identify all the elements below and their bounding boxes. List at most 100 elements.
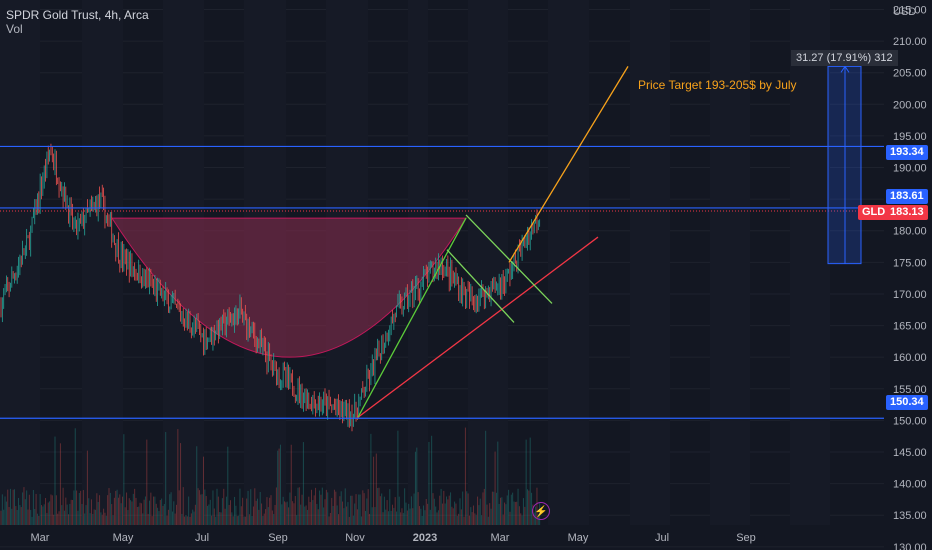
volume-bar [458,513,460,525]
volume-bar [437,510,439,525]
volume-bar [57,513,59,525]
volume-bar [460,509,462,525]
volume-bar [520,513,522,525]
volume-bar [238,515,240,525]
volume-bar [282,496,284,525]
time-axis[interactable]: Mar May Jul Sep Nov 2023 Mar May Jul Sep [31,532,756,544]
volume-bar [201,494,203,525]
volume-bar [342,501,344,525]
volume-bar [143,499,145,525]
volume-bar [58,511,60,525]
volume-bar [289,492,291,525]
volume-bar [401,508,403,525]
price-axis[interactable]: 130.00 135.00 140.00 145.00 150.00 155.00 160.… [893,4,927,550]
volume-bar [323,507,325,525]
volume-bar [315,487,317,525]
volume-bar [8,507,10,525]
volume-bar [55,495,57,525]
volume-bar [377,488,379,525]
price-target-annotation[interactable]: Price Target 193-205$ by July [638,78,797,92]
volume-bar [455,503,457,525]
volume-bar [405,502,407,525]
volume-bar [297,487,299,525]
volume-bar [43,504,45,525]
trend-lines[interactable] [357,66,629,418]
volume-bar [80,490,82,525]
volume-bar [450,492,452,525]
volume-bar [494,451,496,525]
volume-bar [42,506,44,525]
time-tick-label: May [113,532,134,544]
symbol-title: SPDR Gold Trust, 4h, Arca [6,8,149,22]
volume-bar [196,446,198,525]
volume-bar [54,436,56,525]
price-tick-label: 215.00 [893,4,927,16]
volume-bar [101,514,103,525]
volume-bar [471,512,473,525]
volume-bar [247,490,249,525]
volume-bar [24,499,26,525]
volume-bar [443,490,445,525]
volume-bar [500,497,501,525]
volume-bar [84,513,86,525]
volume-bar [240,506,242,525]
volume-bar [365,511,366,525]
volume-bar [220,512,222,525]
volume-bar [78,492,80,525]
flag-upper-line [465,214,553,304]
price-tick-label: 130.00 [893,542,927,550]
volume-bar [408,503,410,525]
volume-bar [474,513,476,525]
volume-bar [305,505,307,525]
volume-bar [382,512,384,525]
volume-bar [162,505,164,525]
volume-bar [269,497,271,525]
volume-bar [275,487,277,525]
volume-bar [197,488,199,525]
lightning-icon[interactable]: ⚡ [532,502,550,520]
volume-bar [274,504,276,525]
volume-bar [16,510,18,525]
volume-bar [103,508,105,525]
volume-bar [356,509,358,525]
level-tag-193: 193.34 [886,145,928,160]
volume-bar [76,490,78,525]
volume-bar [32,489,34,525]
volume-bar [529,437,531,525]
target-projection-line [508,66,629,263]
volume-bar [521,515,523,525]
volume-bar [447,499,449,525]
volume-bar [448,495,450,525]
volume-bar [393,507,395,525]
horizontal-levels[interactable] [0,145,884,419]
volume-bar [138,506,140,525]
price-range-measure[interactable] [827,65,862,265]
volume-bar [38,515,40,525]
volume-bar [135,497,137,525]
volume-bar [184,516,186,525]
volume-bar [495,492,497,525]
volume-bar [392,504,393,525]
volume-bar [132,493,134,525]
volume-bar [354,503,356,525]
volume-bar [311,489,312,525]
volume-bar [26,490,28,525]
price-tick-label: 140.00 [893,479,927,491]
level-tag-150: 150.34 [886,395,928,410]
volume-bar [1,494,3,525]
volume-bar [146,439,148,525]
volume-bar [419,506,420,525]
volume-bar [420,508,422,525]
volume-bar [208,504,210,525]
volume-bar [344,488,346,525]
current-price-tag: 183.13 [886,205,928,220]
volume-bar [414,451,416,525]
volume-bar [35,493,37,525]
price-tick-label: 170.00 [893,289,927,301]
volume-bar [177,429,179,525]
volume-bar [244,516,246,525]
time-tick-label: Jul [195,532,209,544]
volume-bar [77,510,79,525]
volume-bar [50,494,52,525]
